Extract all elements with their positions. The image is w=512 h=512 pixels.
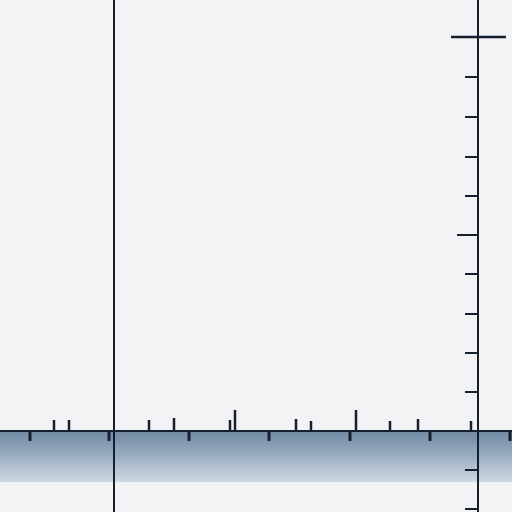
right-axis-ticks bbox=[451, 35, 506, 510]
baseline-ticks bbox=[28, 410, 512, 441]
lower-band bbox=[0, 430, 512, 482]
